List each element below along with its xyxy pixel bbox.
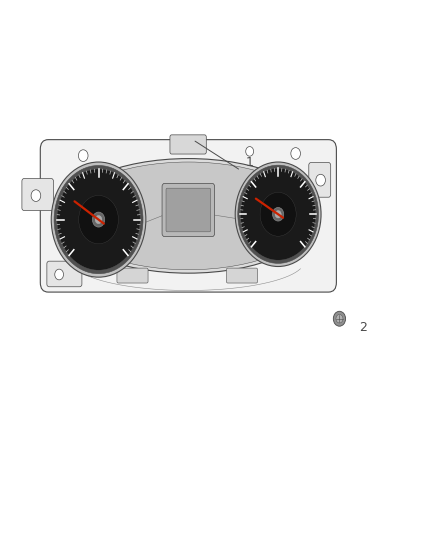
FancyBboxPatch shape <box>226 268 258 283</box>
FancyBboxPatch shape <box>22 179 53 211</box>
FancyBboxPatch shape <box>309 163 331 197</box>
Circle shape <box>238 165 318 263</box>
Circle shape <box>240 168 316 260</box>
FancyBboxPatch shape <box>170 135 206 154</box>
Circle shape <box>336 314 343 323</box>
Circle shape <box>95 215 102 224</box>
Circle shape <box>51 162 146 277</box>
Circle shape <box>260 192 296 236</box>
FancyBboxPatch shape <box>40 140 336 292</box>
FancyBboxPatch shape <box>162 183 215 237</box>
Circle shape <box>246 147 254 156</box>
Circle shape <box>272 207 284 221</box>
Circle shape <box>275 211 281 218</box>
Circle shape <box>55 269 64 280</box>
FancyBboxPatch shape <box>166 188 211 232</box>
Circle shape <box>57 169 140 270</box>
Text: 1: 1 <box>245 156 253 169</box>
Circle shape <box>316 174 325 186</box>
Circle shape <box>92 212 105 227</box>
FancyBboxPatch shape <box>47 261 82 287</box>
Circle shape <box>31 190 41 201</box>
Circle shape <box>78 150 88 161</box>
Circle shape <box>291 148 300 159</box>
Circle shape <box>333 311 346 326</box>
Circle shape <box>54 165 143 274</box>
Circle shape <box>79 196 118 244</box>
Text: 2: 2 <box>359 321 367 334</box>
FancyBboxPatch shape <box>117 268 148 283</box>
Ellipse shape <box>60 159 316 273</box>
Circle shape <box>235 162 321 266</box>
Ellipse shape <box>64 162 313 270</box>
